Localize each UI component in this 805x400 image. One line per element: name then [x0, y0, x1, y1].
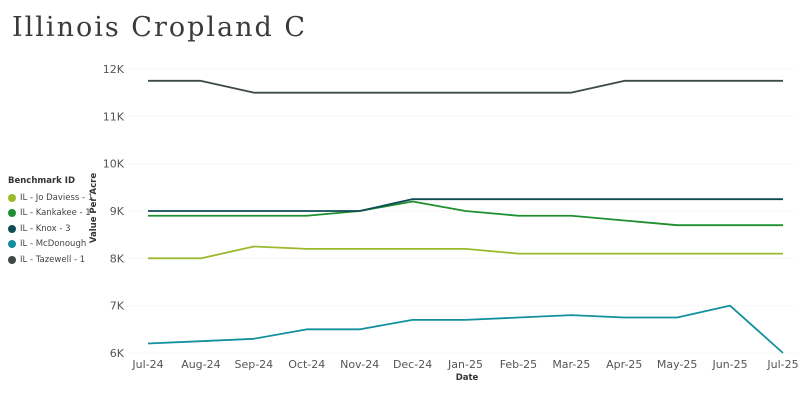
legend-swatch	[8, 224, 16, 233]
series-line[interactable]	[148, 245, 783, 260]
legend-swatch	[8, 255, 16, 264]
x-tick-label: Sep-24	[234, 358, 273, 371]
legend-item[interactable]: IL - McDonough	[8, 237, 93, 253]
x-tick-label: Oct-24	[288, 358, 325, 371]
x-tick-label: Jun-25	[712, 358, 748, 371]
y-tick-label: 7K	[110, 300, 125, 313]
series-line[interactable]	[148, 79, 783, 94]
series-line[interactable]	[147, 304, 784, 354]
legend-label: IL - Jo Daviess - 1	[20, 192, 94, 203]
legend-swatch	[8, 240, 16, 249]
x-tick-label: Apr-25	[606, 358, 642, 371]
x-tick-label: May-25	[657, 358, 698, 371]
x-tick-label: Dec-24	[393, 358, 432, 371]
legend-label: IL - Kankakee - 1	[20, 208, 91, 219]
legend-title: Benchmark ID	[8, 176, 75, 186]
x-axis-title: Date	[456, 373, 479, 383]
legend-item[interactable]: IL - Tazewell - 1	[8, 252, 93, 268]
y-tick-label: 9K	[110, 205, 125, 218]
legend-item[interactable]: IL - Kankakee - 1	[8, 206, 93, 222]
x-tick-label: Jul-25	[766, 358, 798, 371]
y-tick-label: 6K	[110, 347, 125, 360]
x-tick-label: Jan-25	[447, 358, 483, 371]
x-tick-label: Mar-25	[552, 358, 590, 371]
legend-label: IL - Tazewell - 1	[20, 254, 86, 265]
y-tick-label: 8K	[110, 252, 125, 265]
y-axis-title: Value Per Acre	[89, 173, 99, 243]
y-tick-label: 12K	[103, 63, 125, 76]
x-tick-label: Jul-24	[131, 358, 163, 371]
x-tick-label: Feb-25	[500, 358, 537, 371]
series-line[interactable]	[148, 198, 783, 212]
x-tick-label: Nov-24	[340, 358, 379, 371]
legend-swatch	[8, 209, 16, 218]
y-tick-label: 10K	[103, 158, 125, 171]
series-line[interactable]	[148, 200, 783, 227]
legend-swatch	[8, 193, 16, 202]
x-tick-label: Aug-24	[181, 358, 220, 371]
legend-label: IL - McDonough	[20, 239, 87, 250]
legend-item[interactable]: IL - Knox - 3	[8, 221, 93, 237]
y-tick-label: 11K	[103, 110, 125, 123]
legend-item[interactable]: IL - Jo Daviess - 1	[8, 190, 93, 206]
chart-title: Illinois Cropland C	[12, 12, 308, 43]
legend-label: IL - Knox - 3	[20, 223, 71, 234]
legend: Benchmark ID IL - Jo Daviess - 1 IL - Kan…	[8, 176, 93, 268]
